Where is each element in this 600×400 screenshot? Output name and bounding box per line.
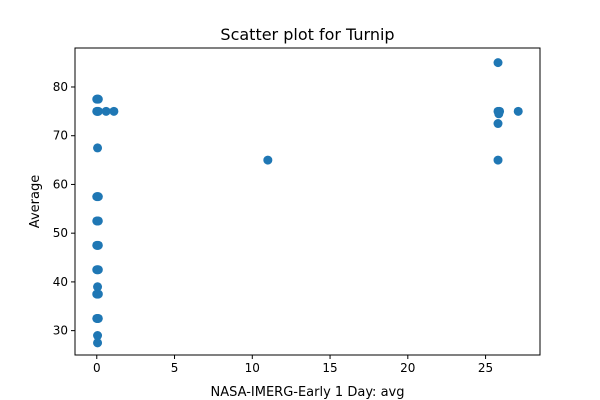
scatter-point-27	[93, 313, 103, 323]
y-tick-label-1: 40	[53, 275, 68, 289]
points-layer	[92, 58, 523, 348]
x-tick-label-4: 20	[400, 361, 415, 375]
scatter-point-31	[493, 58, 503, 68]
x-tick-label-1: 5	[171, 361, 179, 375]
scatter-point-37	[493, 155, 503, 165]
x-tick-label-5: 25	[478, 361, 493, 375]
scatter-point-29	[93, 338, 103, 348]
y-tick-label-3: 60	[53, 177, 68, 191]
scatter-point-34	[494, 109, 504, 119]
x-axis-label: NASA-IMERG-Early 1 Day: avg	[211, 385, 405, 400]
x-tick-label-2: 10	[245, 361, 260, 375]
chart-title: Scatter plot for Turnip	[220, 25, 394, 44]
scatter-point-2	[93, 94, 103, 104]
scatter-point-8	[93, 143, 103, 153]
scatter-point-17	[93, 240, 103, 250]
scatter-point-20	[93, 265, 103, 275]
scatter-point-21	[93, 282, 103, 292]
y-axis-ticks: 30 40 50 60 70 80	[53, 80, 75, 338]
x-tick-label-3: 15	[322, 361, 337, 375]
scatter-point-28	[93, 331, 103, 341]
scatter-point-6	[101, 106, 111, 116]
scatter-point-11	[93, 192, 103, 202]
y-tick-label-0: 30	[53, 324, 68, 338]
plot-frame	[74, 47, 541, 356]
scatter-point-7	[109, 106, 119, 116]
y-tick-label-2: 50	[53, 226, 68, 240]
y-tick-label-5: 80	[53, 80, 68, 94]
scatter-point-24	[93, 289, 103, 299]
scatter-point-35	[493, 119, 503, 129]
scatter-point-36	[513, 106, 523, 116]
scatter-point-14	[93, 216, 103, 226]
x-axis-ticks: 0 5 10 15 20 25	[93, 355, 493, 375]
y-axis-label: Average	[28, 175, 43, 228]
scatter-point-5	[93, 106, 103, 116]
y-tick-label-4: 70	[53, 129, 68, 143]
x-tick-label-0: 0	[93, 361, 101, 375]
scatter-point-30	[263, 155, 273, 165]
